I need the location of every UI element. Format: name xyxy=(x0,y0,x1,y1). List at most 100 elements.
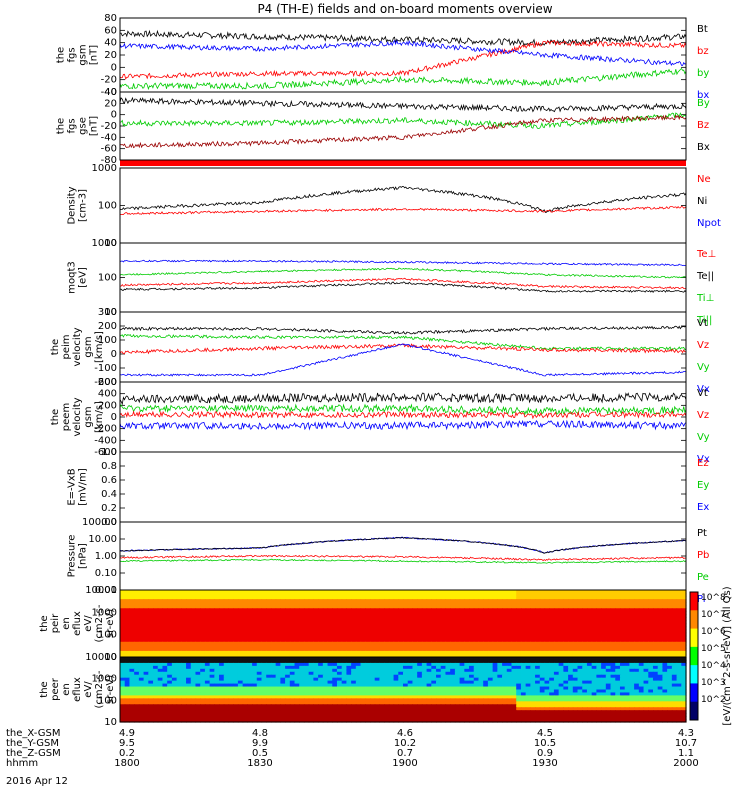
spectrogram-cell xyxy=(270,644,277,649)
spectrogram-cell xyxy=(219,659,225,664)
spectrogram-cell xyxy=(464,659,470,664)
y-tick-label: 200 xyxy=(98,400,117,411)
spectrogram-cell xyxy=(525,599,531,603)
spectrogram-cell xyxy=(539,629,546,634)
spectrogram-cell xyxy=(341,695,347,699)
spectrogram-cell xyxy=(190,671,197,676)
spectrogram-cell xyxy=(572,623,579,628)
spectrogram-cell xyxy=(572,683,579,688)
spectrogram-cell xyxy=(530,638,536,643)
spectrogram-cell xyxy=(247,668,253,673)
spectrogram-cell xyxy=(601,620,607,625)
spectrogram-cell xyxy=(289,623,296,628)
spectrogram-cell xyxy=(153,695,159,699)
spectrogram-cell xyxy=(313,650,319,655)
spectrogram-cell xyxy=(506,683,513,688)
spectrogram-cell xyxy=(648,665,654,670)
spectrogram-cell xyxy=(615,701,621,705)
spectrogram-cell xyxy=(586,671,593,676)
spectrogram-cell xyxy=(619,599,626,603)
spectrogram-cell xyxy=(601,632,607,637)
spectrogram-cell xyxy=(421,629,428,634)
spectrogram-cell xyxy=(294,707,300,711)
spectrogram-cell xyxy=(629,635,635,640)
spectrogram-cell xyxy=(299,689,305,694)
spectrogram-cell xyxy=(497,662,503,667)
spectrogram-cell xyxy=(549,611,555,615)
spectrogram-cell xyxy=(214,683,220,688)
spectrogram-cell xyxy=(483,614,489,619)
spectrogram-cell xyxy=(582,596,588,600)
spectrogram-cell xyxy=(610,638,616,643)
spectrogram-cell xyxy=(374,698,381,702)
spectrogram-cell xyxy=(558,626,564,631)
spectrogram-cell xyxy=(219,710,225,714)
spectrogram-cell xyxy=(261,638,267,643)
spectrogram-cell xyxy=(568,614,574,619)
spectrogram-cell xyxy=(652,623,659,628)
spectrogram-cell xyxy=(388,623,395,628)
spectrogram-cell xyxy=(634,620,640,625)
spectrogram-cell xyxy=(138,638,145,643)
spectrogram-cell xyxy=(332,638,338,643)
spectrogram-cell xyxy=(436,692,442,697)
spectrogram-cell xyxy=(384,698,390,702)
spectrogram-cell xyxy=(483,590,489,594)
legend-Vy: Vy xyxy=(697,432,710,443)
spectrogram-cell xyxy=(582,629,588,634)
spectrogram-cell xyxy=(398,635,404,640)
spectrogram-cell xyxy=(120,593,126,597)
spectrogram-cell xyxy=(318,665,324,670)
spectrogram-cell xyxy=(440,647,447,652)
spectrogram-cell xyxy=(138,686,145,691)
spectrogram-cell xyxy=(186,668,192,673)
spectrogram-cell xyxy=(412,611,418,615)
spectrogram-cell xyxy=(502,605,508,609)
spectrogram-cell xyxy=(407,641,414,646)
spectrogram-cell xyxy=(233,662,239,667)
spectrogram-cell xyxy=(360,657,366,661)
spectrogram-cell xyxy=(266,641,272,646)
spectrogram-cell xyxy=(417,641,423,646)
spectrogram-cell xyxy=(143,665,149,670)
spectrogram-cell xyxy=(153,605,159,609)
spectrogram-cell xyxy=(379,617,385,622)
spectrogram-cell xyxy=(228,632,234,637)
spectrogram-cell xyxy=(558,644,564,649)
spectrogram-cell xyxy=(572,620,579,625)
spectrogram-cell xyxy=(120,698,126,702)
spectrogram-cell xyxy=(544,596,550,600)
spectrogram-cell xyxy=(223,671,230,676)
spectrogram-cell xyxy=(440,692,447,697)
spectrogram-cell xyxy=(167,593,173,597)
spectrogram-cell xyxy=(162,632,168,637)
spectrogram-cell xyxy=(209,659,215,664)
spectrogram-cell xyxy=(403,593,409,597)
spectrogram-cell xyxy=(134,659,140,664)
spectrogram-cell xyxy=(535,644,541,649)
spectrogram-cell xyxy=(313,605,319,609)
spectrogram-cell xyxy=(421,623,428,628)
spectrogram-cell xyxy=(412,665,418,670)
spectrogram-cell xyxy=(299,680,305,685)
spectrogram-cell xyxy=(299,701,305,705)
spectrogram-cell xyxy=(610,635,616,640)
spectrogram-cell xyxy=(407,692,414,697)
spectrogram-cell xyxy=(417,593,423,597)
spectrogram-cell xyxy=(440,596,447,600)
spectrogram-cell xyxy=(643,641,649,646)
spectrogram-cell xyxy=(648,662,654,667)
spectrogram-cell xyxy=(388,707,395,711)
spectrogram-cell xyxy=(478,590,484,594)
spectrogram-cell xyxy=(134,617,140,622)
spectrogram-cell xyxy=(539,680,546,685)
spectrogram-cell xyxy=(398,602,404,606)
spectrogram-cell xyxy=(681,686,687,691)
spectrogram-cell xyxy=(256,629,263,634)
spectrogram-cell xyxy=(671,593,678,597)
spectrogram-cell xyxy=(629,704,635,708)
spectrogram-cell xyxy=(553,677,560,682)
spectrogram-cell xyxy=(223,638,230,643)
spectrogram-cell xyxy=(634,704,640,708)
y-label-peir: eV/ xyxy=(83,615,94,632)
